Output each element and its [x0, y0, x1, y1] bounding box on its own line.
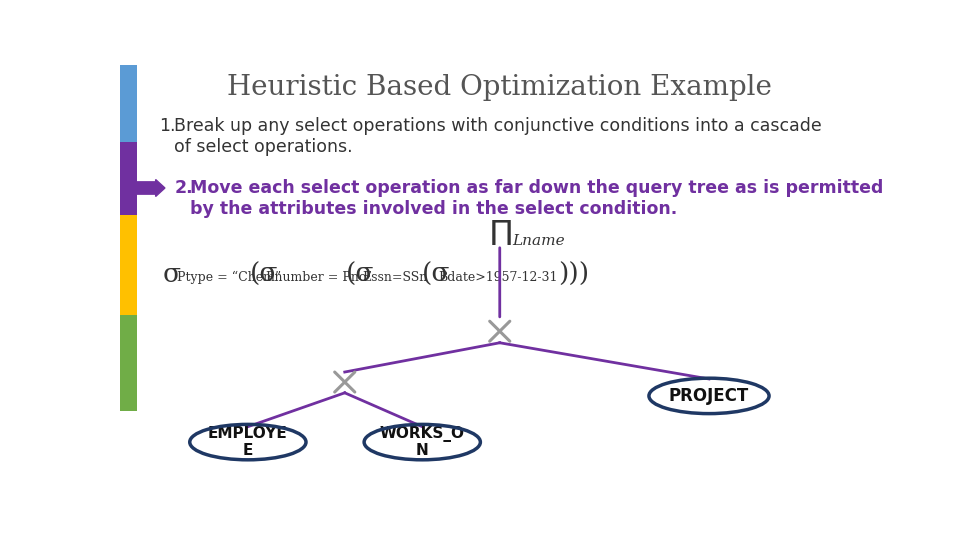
Text: $\Pi$: $\Pi$ [488, 219, 512, 252]
Bar [120, 215, 137, 315]
Text: Move each select operation as far down the query tree as is permitted
by the att: Move each select operation as far down t… [190, 179, 883, 218]
Text: 1.: 1. [158, 117, 176, 135]
Text: PROJECT: PROJECT [669, 387, 749, 405]
Text: WORKS_O
N: WORKS_O N [380, 426, 465, 458]
Text: (σ: (σ [347, 262, 374, 287]
Text: σ: σ [162, 262, 180, 287]
Bar [120, 315, 137, 411]
Text: Break up any select operations with conjunctive conditions into a cascade
of sel: Break up any select operations with conj… [175, 117, 822, 156]
Text: Bdate>1957-12-31: Bdate>1957-12-31 [439, 271, 558, 284]
FancyArrow shape [135, 179, 165, 197]
Text: (σ: (σ [422, 262, 451, 287]
Text: Essn=SSn: Essn=SSn [363, 271, 428, 284]
Bar [120, 142, 137, 215]
Text: Pnumber = Pno: Pnumber = Pno [267, 271, 367, 284]
Text: ))): ))) [558, 262, 589, 287]
Text: Lname: Lname [512, 234, 564, 248]
Bar [120, 65, 137, 142]
Text: Ptype = “Chem”: Ptype = “Chem” [178, 271, 281, 284]
Text: EMPLOYE
E: EMPLOYE E [208, 427, 288, 458]
Text: 2.: 2. [175, 179, 193, 197]
Text: Heuristic Based Optimization Example: Heuristic Based Optimization Example [228, 75, 772, 102]
Text: (σ: (σ [251, 262, 278, 287]
